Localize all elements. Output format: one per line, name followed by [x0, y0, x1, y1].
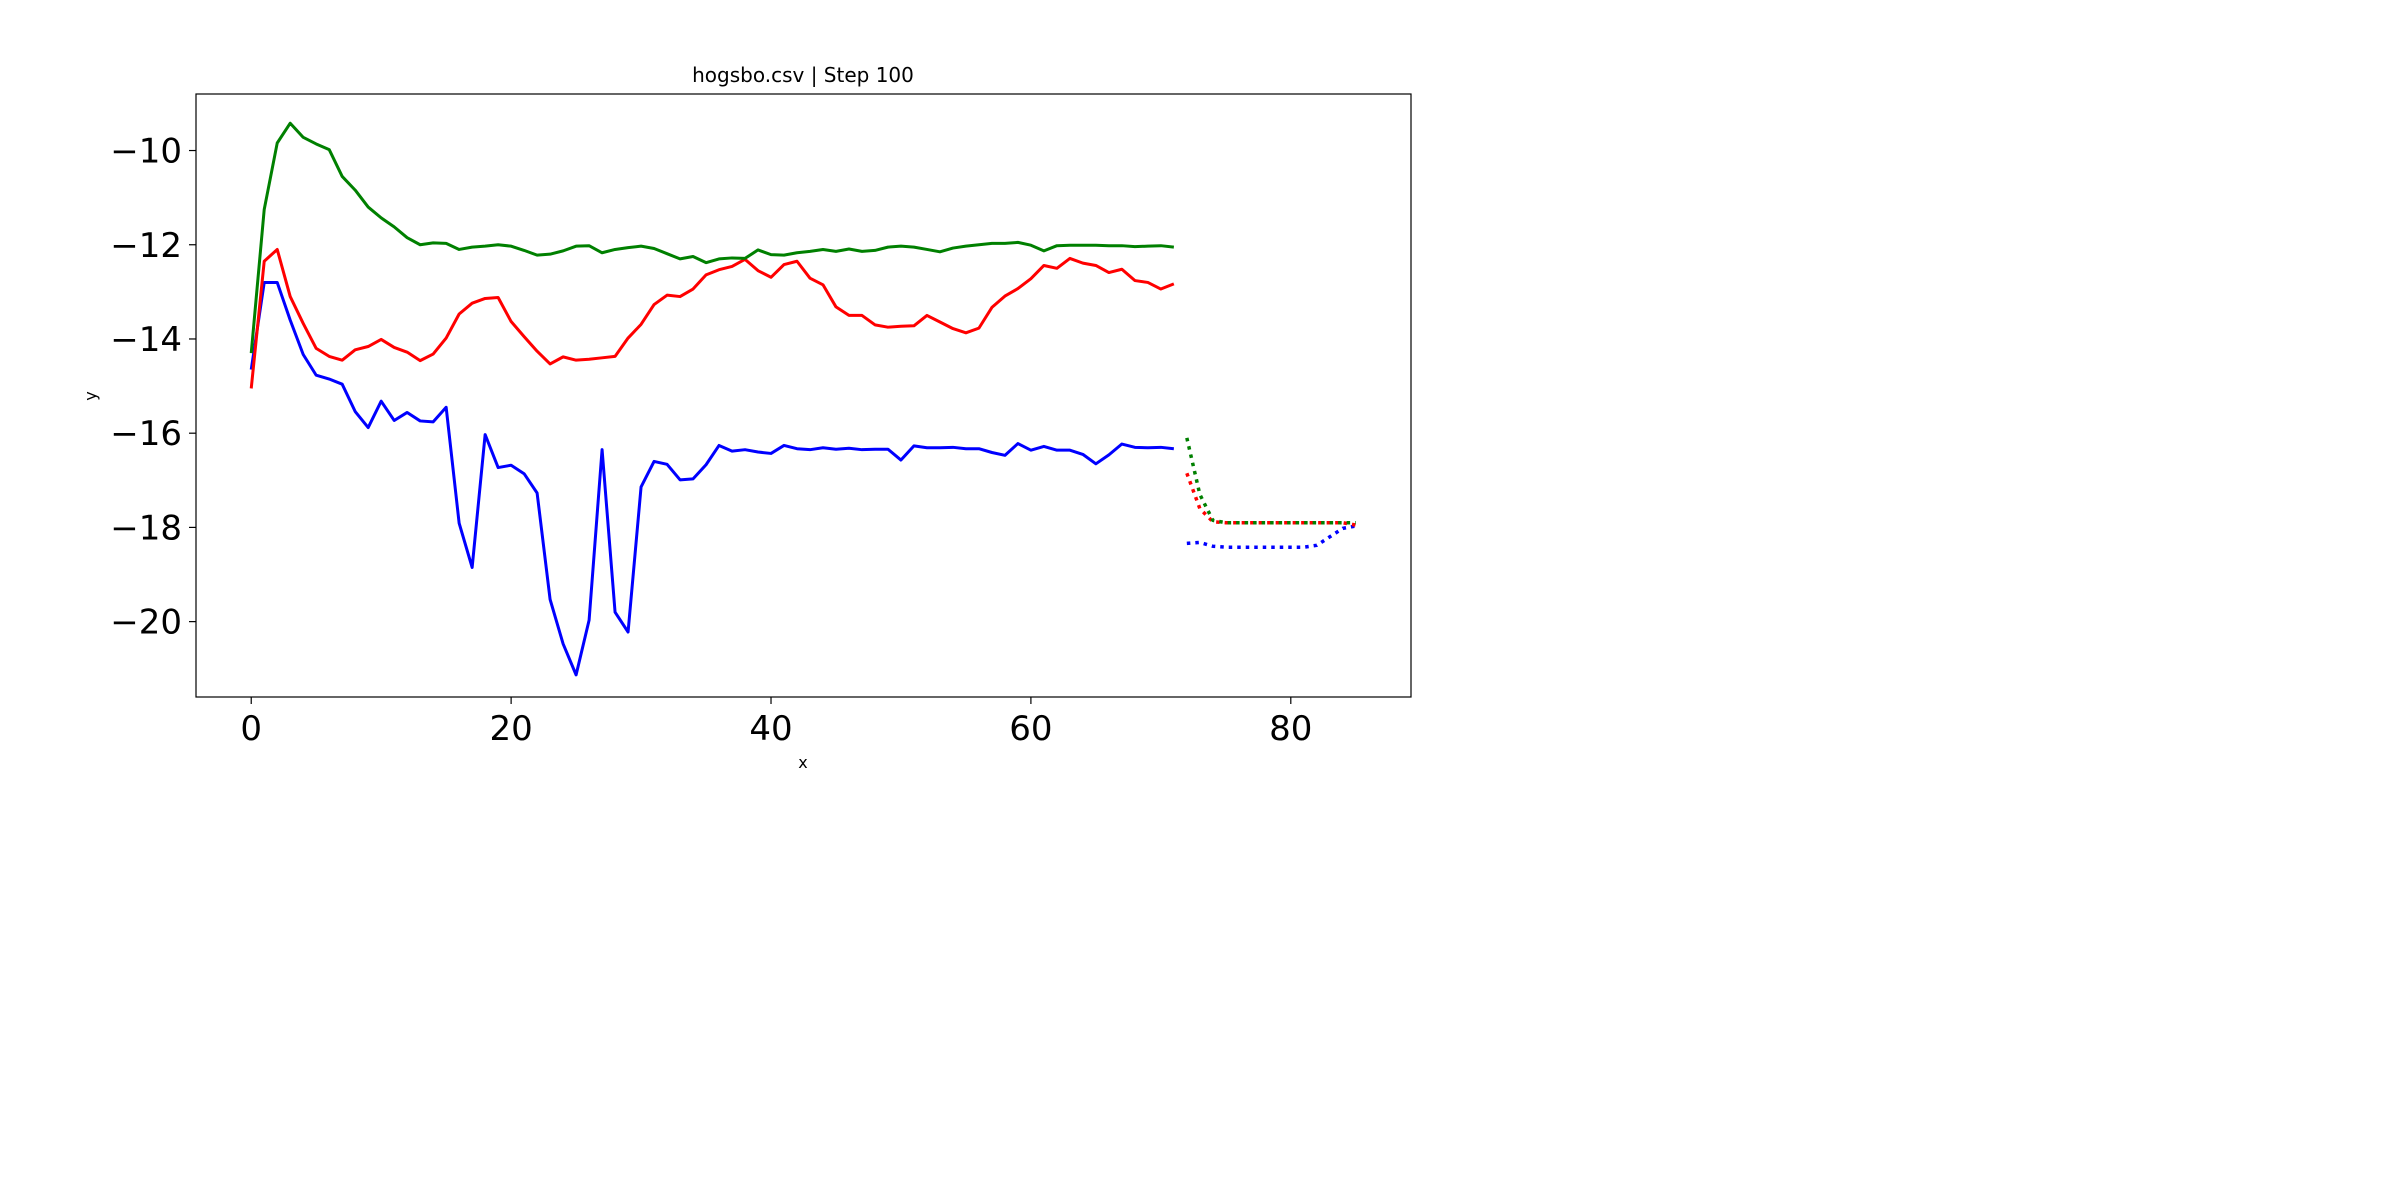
- series-line-blue: [249, 280, 1175, 677]
- y-axis-label: y: [81, 391, 100, 400]
- y-tick-label: −14: [110, 320, 182, 360]
- y-tick-label: −16: [110, 414, 182, 454]
- x-axis-label: x: [798, 753, 807, 772]
- chart-title: hogsbo.csv | Step 100: [692, 63, 914, 87]
- series-line-blue-forecast: [1186, 524, 1357, 549]
- y-tick-label: −12: [110, 226, 182, 266]
- x-tick-label: 0: [240, 709, 262, 749]
- y-tick-label: −20: [110, 603, 182, 643]
- x-axis-ticks: 0 20 40 60 80: [240, 697, 1312, 749]
- series-layer: [249, 121, 1357, 677]
- line-chart: hogsbo.csv | Step 100 0 20 40 60 80 −20 −18 −1…: [0, 0, 1560, 780]
- x-tick-label: 60: [1009, 709, 1052, 749]
- x-tick-label: 40: [749, 709, 792, 749]
- series-line-red: [249, 247, 1175, 389]
- y-tick-label: −18: [110, 508, 182, 548]
- x-tick-label: 80: [1269, 709, 1312, 749]
- series-line-green: [249, 121, 1175, 354]
- chart-container: hogsbo.csv | Step 100 0 20 40 60 80 −20 −18 −1…: [0, 0, 1560, 780]
- series-line-green-forecast: [1185, 437, 1356, 525]
- y-axis-ticks: −20 −18 −16 −14 −12 −10: [110, 132, 196, 643]
- series-line-red-forecast: [1185, 472, 1357, 527]
- plot-area-frame: [195, 93, 1412, 698]
- x-tick-label: 20: [489, 709, 532, 749]
- y-tick-label: −10: [110, 132, 182, 172]
- figure-background: [0, 0, 1560, 780]
